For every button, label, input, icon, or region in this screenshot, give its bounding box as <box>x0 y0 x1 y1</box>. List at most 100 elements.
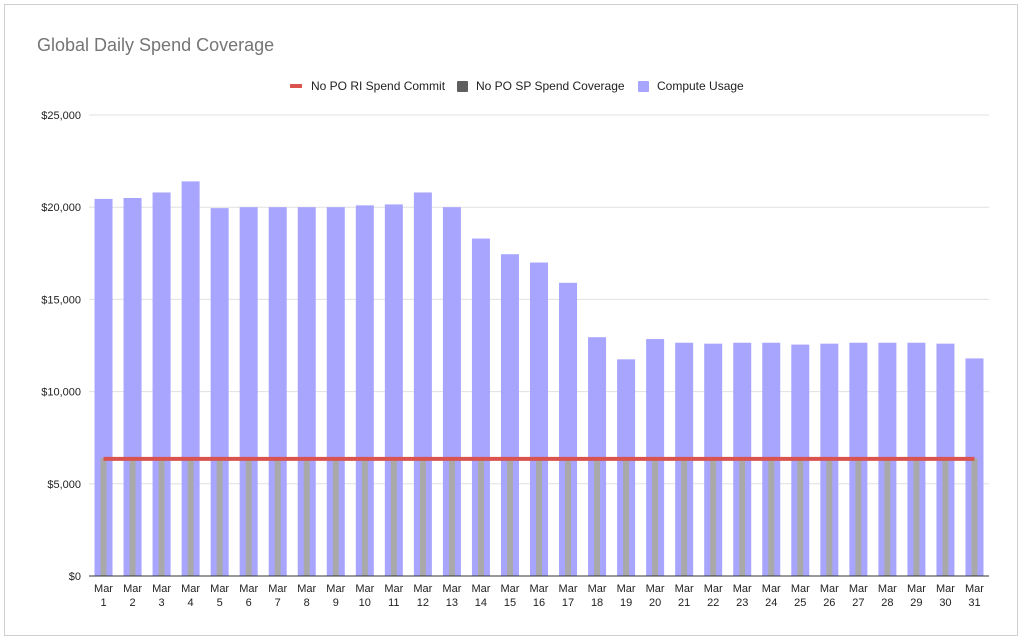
bar-compute-usage[interactable] <box>94 198 113 577</box>
x-tick-label-month: Mar <box>907 583 926 595</box>
bar-sp-coverage[interactable] <box>187 457 194 576</box>
x-tick-label-day: 16 <box>533 597 545 609</box>
x-tick-label-month: Mar <box>152 583 171 595</box>
bar-compute-usage[interactable] <box>326 207 345 576</box>
bar-sp-coverage[interactable] <box>594 457 601 576</box>
bar-sp-coverage[interactable] <box>419 457 426 576</box>
bar-sp-coverage[interactable] <box>739 457 746 576</box>
x-tick-label-day: 6 <box>246 597 252 609</box>
bar-sp-coverage[interactable] <box>652 457 659 576</box>
x-tick-label-day: 15 <box>504 597 516 609</box>
legend-item-ri-commit[interactable]: No PO RI Spend Commit <box>290 77 445 95</box>
bar-compute-usage[interactable] <box>181 181 200 576</box>
y-tick-label: $15,000 <box>41 294 81 306</box>
x-tick-label-month: Mar <box>384 583 403 595</box>
y-tick-label: $10,000 <box>41 387 81 399</box>
bar-sp-coverage[interactable] <box>855 457 862 576</box>
bar-compute-usage[interactable] <box>413 192 432 576</box>
bar-sp-coverage[interactable] <box>448 457 455 576</box>
x-tick-label-month: Mar <box>413 583 432 595</box>
legend-item-sp-coverage[interactable]: No PO SP Spend Coverage <box>457 77 625 95</box>
chart-title: Global Daily Spend Coverage <box>37 35 275 55</box>
legend-item-compute-usage[interactable]: Compute Usage <box>638 77 744 95</box>
bar-compute-usage[interactable] <box>500 254 519 577</box>
x-tick-label-day: 17 <box>562 597 574 609</box>
x-tick-label-month: Mar <box>791 583 810 595</box>
legend-swatch-sp-coverage <box>457 80 468 92</box>
bar-sp-coverage[interactable] <box>942 457 949 576</box>
bar-sp-coverage[interactable] <box>332 457 339 576</box>
bar-compute-usage[interactable] <box>297 207 316 576</box>
x-tick-label-day: 28 <box>881 597 893 609</box>
bar-compute-usage[interactable] <box>152 192 171 576</box>
x-tick-label-month: Mar <box>326 583 345 595</box>
bar-sp-coverage[interactable] <box>245 457 252 576</box>
x-tick-label-month: Mar <box>675 583 694 595</box>
x-tick-label-month: Mar <box>355 583 374 595</box>
x-tick-label-month: Mar <box>849 583 868 595</box>
bar-sp-coverage[interactable] <box>681 457 688 576</box>
bar-compute-usage[interactable] <box>268 207 287 576</box>
x-tick-label-month: Mar <box>500 583 519 595</box>
bar-compute-usage[interactable] <box>123 197 142 577</box>
bar-sp-coverage[interactable] <box>884 457 891 576</box>
x-tick-label-day: 29 <box>910 597 922 609</box>
bar-compute-usage[interactable] <box>355 205 374 576</box>
bar-sp-coverage[interactable] <box>303 457 310 576</box>
bar-sp-coverage[interactable] <box>826 457 833 576</box>
x-tick-label-day: 25 <box>794 597 806 609</box>
bar-sp-coverage[interactable] <box>477 457 484 576</box>
bar-compute-usage[interactable] <box>559 282 578 576</box>
x-tick-label-day: 22 <box>707 597 719 609</box>
bar-compute-usage[interactable] <box>384 204 403 576</box>
y-tick-label: $0 <box>69 571 81 583</box>
x-tick-label-month: Mar <box>239 583 258 595</box>
x-tick-label-month: Mar <box>530 583 549 595</box>
x-tick-label-day: 20 <box>649 597 661 609</box>
bar-sp-coverage[interactable] <box>390 457 397 576</box>
bar-sp-coverage[interactable] <box>768 457 775 576</box>
x-tick-label-month: Mar <box>588 583 607 595</box>
bar-sp-coverage[interactable] <box>971 457 978 576</box>
bar-sp-coverage[interactable] <box>100 457 107 576</box>
bar-sp-coverage[interactable] <box>506 457 513 576</box>
chart-plot: $0 $5,000 $10,000 $15,000 $20,000 $25,000 Mar… <box>41 110 989 609</box>
bar-sp-coverage[interactable] <box>274 457 281 576</box>
x-tick-label-day: 14 <box>475 597 487 609</box>
x-tick-label-day: 5 <box>217 597 223 609</box>
bar-sp-coverage[interactable] <box>361 457 368 576</box>
bar-compute-usage[interactable] <box>442 207 461 576</box>
bar-sp-coverage[interactable] <box>710 457 717 576</box>
x-tick-label-day: 3 <box>159 597 165 609</box>
x-tick-label-day: 26 <box>823 597 835 609</box>
bar-compute-usage[interactable] <box>471 238 490 576</box>
x-tick-label-month: Mar <box>123 583 142 595</box>
bar-sp-coverage[interactable] <box>536 457 542 576</box>
x-tick-label-month: Mar <box>297 583 316 595</box>
bar-sp-coverage[interactable] <box>129 457 136 576</box>
bar-sp-coverage[interactable] <box>565 457 572 576</box>
x-tick-label-month: Mar <box>733 583 752 595</box>
x-tick-label-month: Mar <box>704 583 723 595</box>
x-tick-label-month: Mar <box>820 583 839 595</box>
bar-sp-coverage[interactable] <box>216 457 223 576</box>
x-tick-label-day: 27 <box>852 597 864 609</box>
x-tick-label-day: 18 <box>591 597 603 609</box>
x-tick-label-month: Mar <box>268 583 287 595</box>
bar-sp-coverage[interactable] <box>913 457 920 576</box>
x-tick-label-day: 4 <box>188 597 194 609</box>
bar-sp-coverage[interactable] <box>158 457 165 576</box>
x-tick-label-month: Mar <box>878 583 897 595</box>
legend-label-sp-coverage: No PO SP Spend Coverage <box>476 79 625 93</box>
x-tick-label-day: 12 <box>417 597 429 609</box>
bar-compute-usage[interactable] <box>530 262 548 576</box>
bar-compute-usage[interactable] <box>588 337 607 576</box>
bar-sp-coverage[interactable] <box>797 457 804 576</box>
bar-compute-usage[interactable] <box>239 207 258 576</box>
bar-sp-coverage[interactable] <box>623 457 630 576</box>
x-tick-label-day: 10 <box>359 597 371 609</box>
x-tick-label-month: Mar <box>181 583 200 595</box>
x-tick-label-day: 1 <box>100 597 106 609</box>
bar-compute-usage[interactable] <box>210 208 229 576</box>
y-tick-label: $20,000 <box>41 202 81 214</box>
